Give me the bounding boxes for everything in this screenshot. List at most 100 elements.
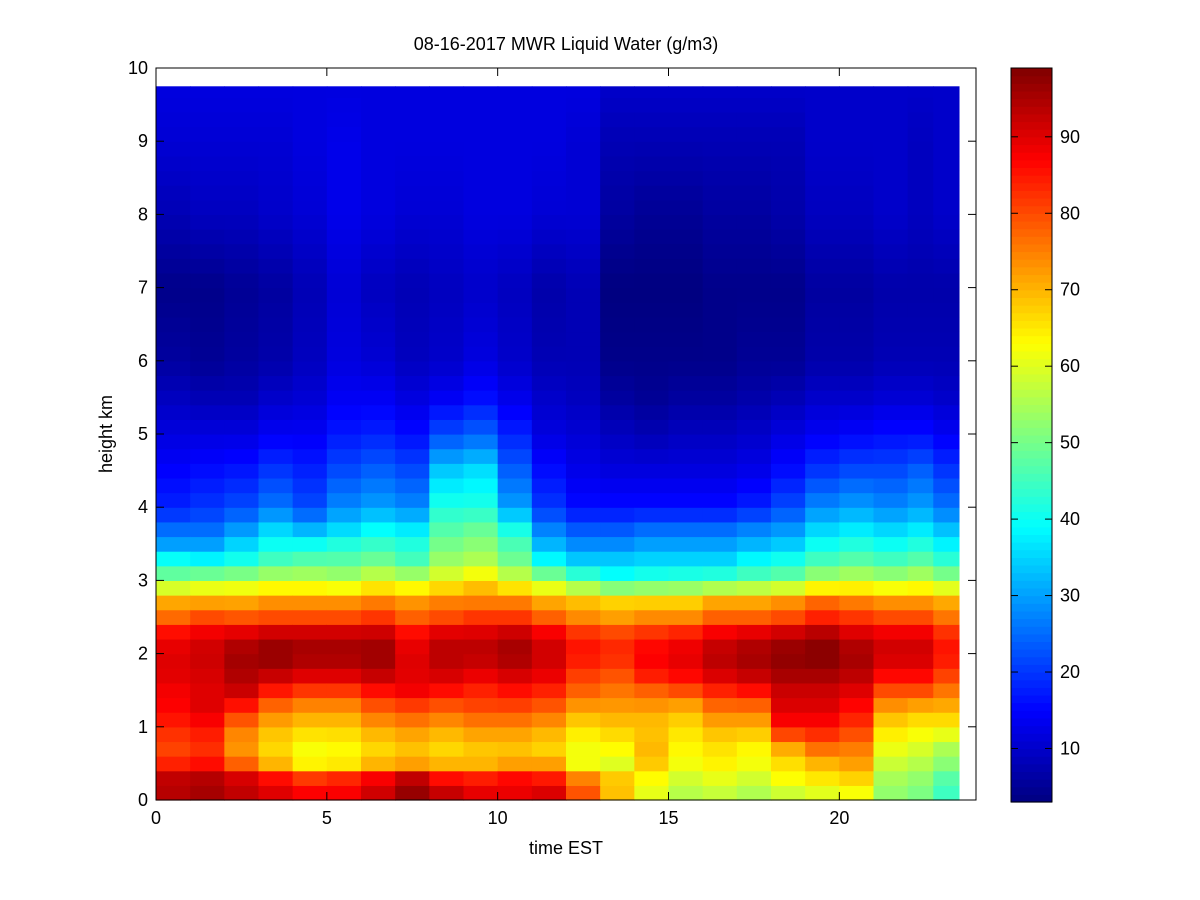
heatmap-cell: [156, 375, 191, 391]
y-tick-label: 0: [138, 790, 148, 810]
heatmap-cell: [702, 638, 738, 655]
heatmap-cell: [258, 302, 294, 318]
heatmap-cell: [907, 434, 934, 450]
heatmap-cell: [668, 770, 704, 786]
heatmap-cell: [933, 141, 960, 157]
heatmap-cell: [429, 199, 465, 215]
heatmap-cell: [933, 302, 960, 318]
heatmap-cell: [156, 390, 191, 406]
heatmap-cell: [566, 155, 601, 172]
heatmap-cell: [292, 185, 328, 201]
heatmap-cell: [566, 86, 601, 98]
heatmap-cell: [600, 595, 635, 611]
heatmap-cell: [736, 258, 772, 274]
heatmap-cell: [566, 609, 601, 625]
colorbar-strip: [1011, 75, 1052, 84]
heatmap-cell: [429, 697, 465, 713]
heatmap-cell: [395, 726, 430, 743]
colorbar-strip: [1011, 98, 1052, 107]
heatmap-cell: [634, 434, 670, 450]
heatmap-cell: [907, 595, 934, 611]
heatmap-cell: [463, 551, 499, 567]
colorbar-strip: [1011, 381, 1052, 390]
heatmap-cell: [429, 682, 465, 699]
heatmap-cell: [566, 404, 601, 420]
heatmap-cell: [907, 272, 934, 289]
heatmap-cell: [326, 258, 362, 274]
heatmap-cell: [566, 360, 601, 377]
heatmap-cell: [668, 580, 704, 596]
heatmap-cell: [258, 507, 294, 523]
heatmap-cell: [361, 682, 396, 699]
heatmap-cell: [429, 595, 465, 611]
heatmap-cell: [156, 185, 191, 201]
heatmap-cell: [190, 243, 225, 259]
heatmap-cell: [933, 653, 960, 669]
heatmap-cell: [326, 580, 362, 596]
heatmap-cell: [839, 521, 875, 538]
heatmap-cell: [771, 770, 806, 786]
colorbar-strip: [1011, 465, 1052, 474]
heatmap-cell: [771, 551, 806, 567]
heatmap-cell: [907, 624, 934, 640]
colorbar-strip: [1011, 503, 1052, 513]
heatmap-cell: [634, 609, 670, 625]
colorbar-frame: [1010, 67, 1053, 803]
heatmap-cell: [258, 492, 294, 508]
heatmap-cell: [873, 463, 909, 479]
heatmap-cell: [839, 243, 875, 259]
heatmap-cell: [429, 155, 465, 172]
heatmap-cell: [190, 111, 225, 128]
heatmap-cell: [873, 770, 909, 786]
heatmap-cell: [600, 638, 635, 655]
heatmap-cell: [907, 726, 934, 743]
heatmap-cell: [702, 653, 738, 669]
heatmap-cell: [190, 624, 225, 640]
heatmap-cell: [258, 741, 294, 757]
heatmap-cell: [463, 682, 499, 699]
heatmap-cell: [258, 682, 294, 699]
heatmap-cell: [463, 434, 499, 450]
heatmap-cell: [156, 243, 191, 259]
heatmap-cell: [531, 434, 567, 450]
heatmap-cell: [668, 565, 704, 581]
heatmap-cell: [736, 404, 772, 420]
heatmap-cell: [933, 638, 960, 655]
heatmap-cell: [361, 580, 396, 596]
heatmap-cell: [497, 653, 533, 669]
y-tick-label: 8: [138, 204, 148, 224]
heatmap-cell: [873, 609, 909, 625]
heatmap-cell: [361, 346, 396, 362]
heatmap-cell: [258, 638, 294, 655]
heatmap-cell: [258, 595, 294, 611]
heatmap-cell: [839, 390, 875, 406]
heatmap-cell: [736, 756, 772, 772]
heatmap-cell: [429, 609, 465, 625]
heatmap-cell: [395, 770, 430, 786]
heatmap-cell: [429, 624, 465, 640]
heatmap-cell: [771, 624, 806, 640]
heatmap-cell: [600, 653, 635, 669]
heatmap-cell: [361, 141, 396, 157]
heatmap-cell: [873, 199, 909, 215]
colorbar-strip: [1011, 649, 1052, 658]
heatmap-cell: [258, 477, 294, 494]
heatmap-cell: [224, 477, 260, 494]
heatmap-cell: [566, 638, 601, 655]
heatmap-cell: [190, 170, 225, 186]
colorbar-strip: [1011, 603, 1052, 612]
heatmap-cell: [736, 668, 772, 684]
heatmap-cell: [566, 419, 601, 435]
heatmap-cell: [395, 595, 430, 611]
heatmap-cell: [873, 477, 909, 494]
heatmap-cell: [190, 668, 225, 684]
heatmap-cell: [395, 287, 430, 303]
heatmap-cell: [634, 229, 670, 245]
heatmap-cell: [805, 770, 840, 786]
heatmap-cell: [566, 580, 601, 596]
heatmap-cell: [326, 185, 362, 201]
heatmap-cell: [771, 199, 806, 215]
heatmap-cell: [531, 595, 567, 611]
heatmap-cell: [429, 785, 465, 801]
heatmap-cell: [497, 434, 533, 450]
